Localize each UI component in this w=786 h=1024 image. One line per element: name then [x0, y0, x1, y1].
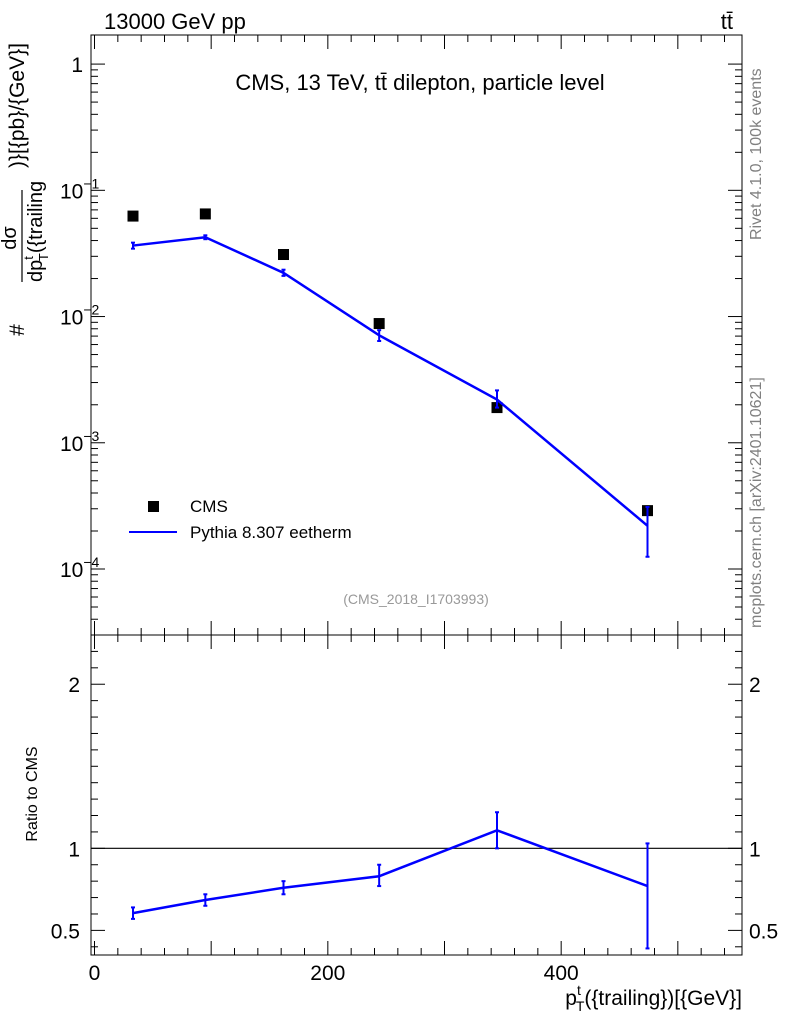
ratio-axes: 0.5 0.5 1 1 2 2 0 200 400 — [51, 650, 778, 985]
ylabel-denominator: dptT({trailing — [21, 181, 51, 282]
legend: CMS Pythia 8.307 eetherm — [129, 497, 352, 542]
cms-data-point — [127, 210, 139, 222]
ratio-y-tick-label: 0.5 — [51, 920, 80, 943]
main-plot-frame — [90, 34, 743, 636]
x-tick-label: 400 — [544, 962, 579, 985]
cms-data-point — [199, 208, 211, 220]
x-axis-label: pt T({trailing})[{GeV}] — [565, 982, 742, 1014]
pythia-line — [132, 235, 649, 527]
ratio-y-tick-label-right: 0.5 — [749, 920, 778, 943]
x-tick-label: 0 — [89, 962, 101, 985]
main-y-tick-label: 10−3 — [60, 428, 100, 456]
main-y-tick-label: 10−1 — [60, 175, 100, 203]
ratio-y-tick-label-right: 2 — [749, 674, 761, 697]
ylabel-hash: # — [6, 324, 29, 336]
ratio-line — [132, 828, 648, 915]
ylabel-units: )}[{pb}/{GeV}] — [6, 43, 29, 168]
legend-pythia-label: Pythia 8.307 eetherm — [190, 523, 352, 542]
ylabel-numerator: dσ — [0, 226, 21, 250]
analysis-id: (CMS_2018_I1703993) — [343, 591, 489, 607]
main-axes: 1 10−1 10−2 10−3 10−4 — [60, 35, 742, 955]
ratio-ylabel: Ratio to CMS — [24, 746, 41, 841]
legend-cms-label: CMS — [190, 497, 228, 516]
main-ylabel: # dσ dptT({trailing )}[{pb}/{GeV}] — [0, 43, 51, 336]
main-y-tick-label: 10−2 — [60, 302, 100, 330]
ratio-series-group — [131, 811, 650, 950]
header-right: tt̄ — [721, 9, 733, 34]
main-series-group — [127, 208, 653, 558]
cms-data-point — [373, 318, 385, 330]
main-y-tick-label: 1 — [71, 54, 83, 77]
ratio-plot-frame — [90, 634, 743, 956]
header-left: 13000 GeV pp — [104, 9, 246, 34]
cms-data-point — [278, 249, 289, 261]
main-title: CMS, 13 TeV, tt̄ dilepton, particle leve… — [235, 70, 604, 95]
legend-cms-marker — [148, 501, 159, 512]
ratio-y-tick-label-right: 1 — [749, 838, 761, 861]
x-tick-label: 200 — [310, 962, 345, 985]
ratio-y-tick-label: 2 — [68, 674, 80, 697]
rivet-label: Rivet 4.1.0, 100k events — [748, 68, 765, 240]
source-label: mcplots.cern.ch [arXiv:2401.10621] — [748, 377, 765, 628]
main-y-tick-label: 10−4 — [60, 554, 100, 582]
ratio-y-tick-label: 1 — [68, 838, 80, 861]
